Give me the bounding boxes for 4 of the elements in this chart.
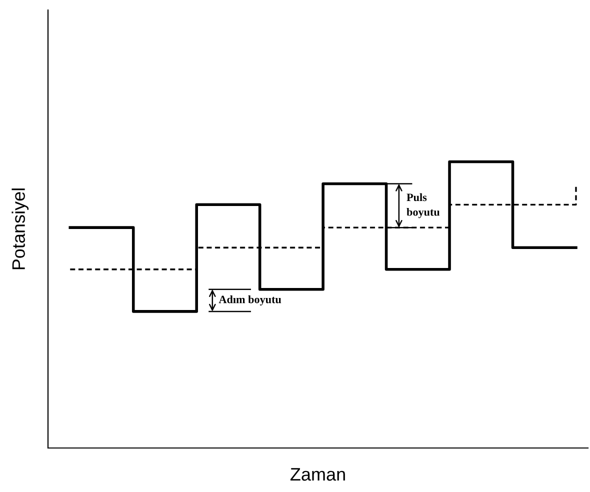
annotation: Puls boyutu	[406, 193, 440, 218]
y-axis-title: Potansiyel	[12, 188, 29, 270]
annotation: Adım boyutu	[218, 295, 282, 306]
x-axis-title: Zaman	[290, 468, 345, 481]
